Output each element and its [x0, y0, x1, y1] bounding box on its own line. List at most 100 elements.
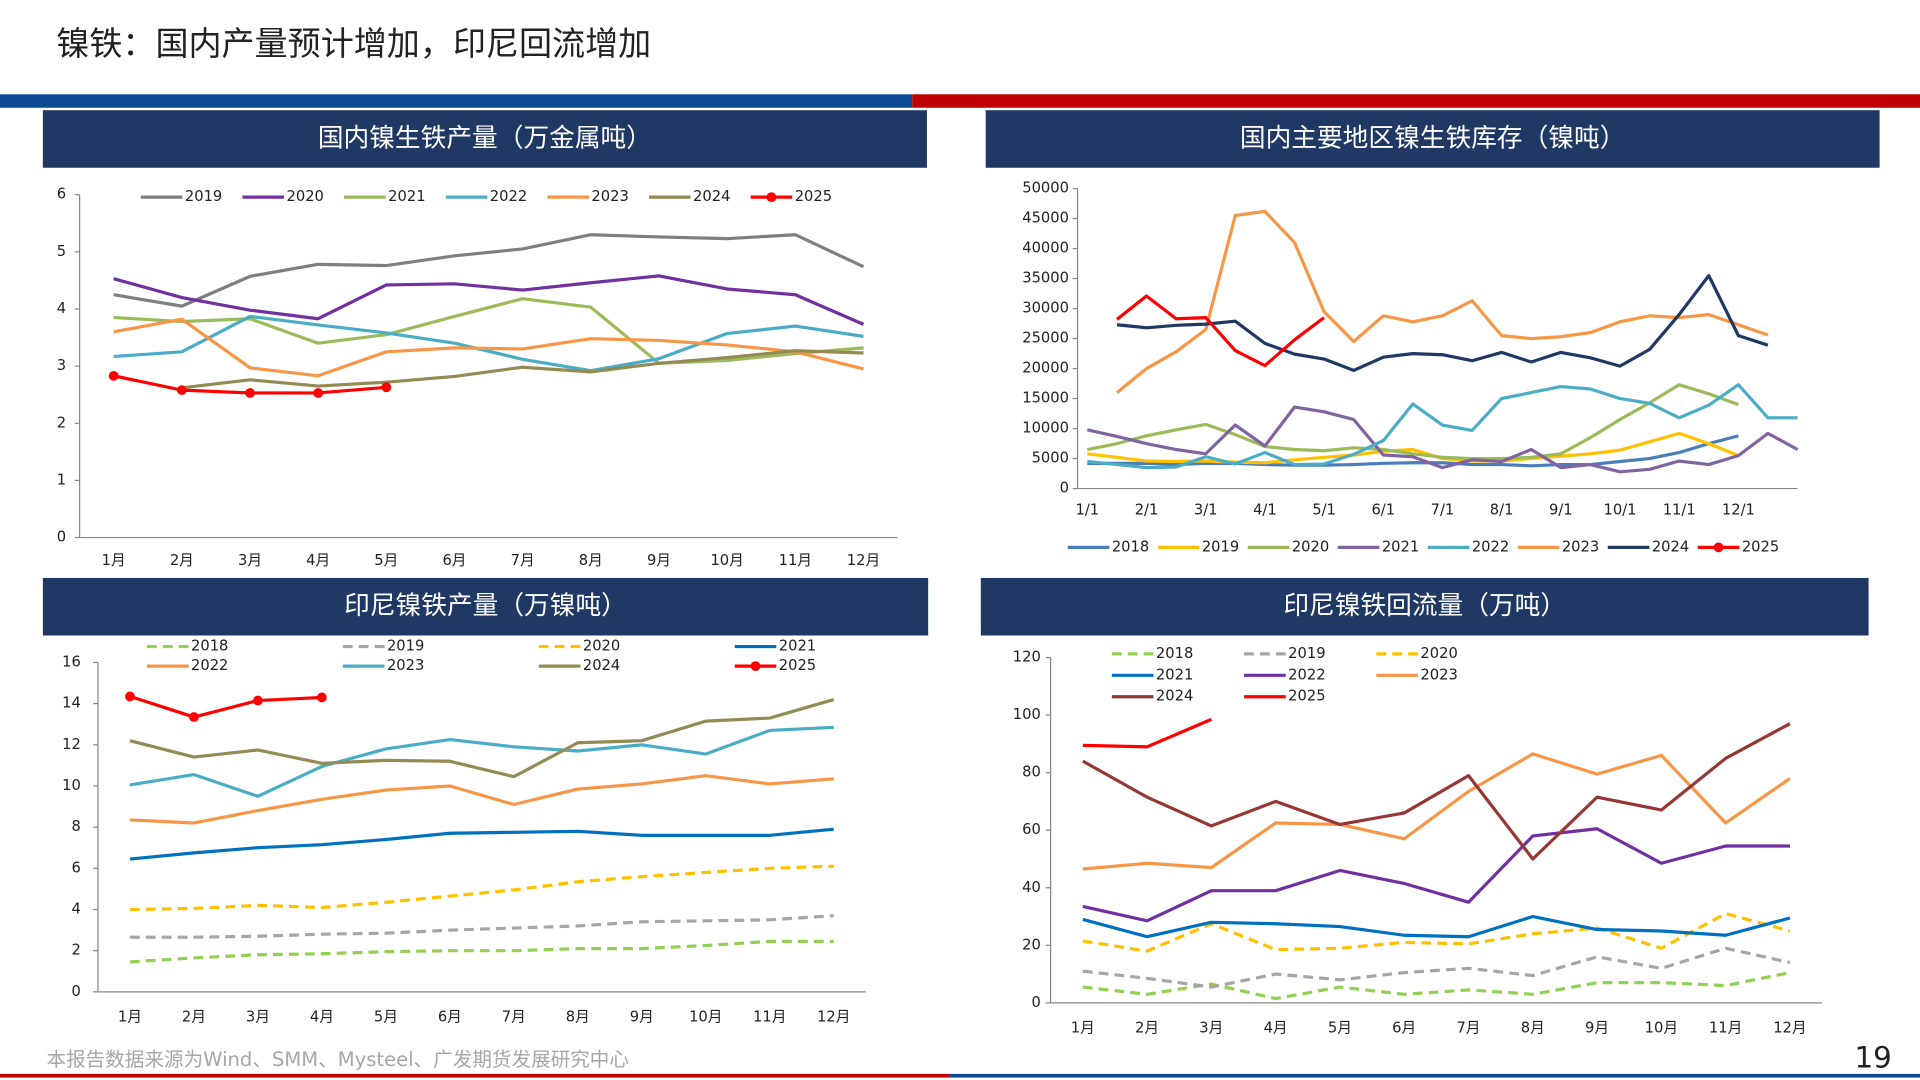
legend-label: 2023	[1420, 666, 1457, 683]
y-tick-label: 20000	[1022, 360, 1069, 377]
point	[381, 382, 392, 393]
series-line	[129, 827, 834, 861]
y-tick-label: 45000	[1022, 210, 1069, 227]
x-tick-label: 3月	[1199, 1020, 1223, 1037]
x-tick-label: 1月	[118, 1009, 142, 1026]
page-title: 镍铁：国内产量预计增加，印尼回流增加	[56, 24, 651, 63]
point	[125, 691, 135, 702]
x-tick-label: 4月	[310, 1009, 334, 1026]
chart-title: 印尼镍铁产量（万镍吨）	[344, 591, 627, 621]
legend-label: 2020	[1420, 645, 1457, 662]
legend-label: 2023	[591, 188, 628, 205]
y-tick-label: 30000	[1022, 300, 1069, 317]
series-line	[113, 317, 864, 378]
legend-label: 2019	[387, 638, 424, 655]
y-tick-label: 4	[57, 300, 66, 317]
x-tick-label: 11/1	[1663, 502, 1696, 519]
chart-header	[42, 110, 927, 168]
series-line	[1082, 827, 1790, 923]
point	[253, 695, 263, 706]
y-tick-label: 25000	[1022, 330, 1069, 347]
series-line	[129, 698, 835, 779]
x-tick-label: 11月	[779, 552, 812, 569]
x-tick-label: 10月	[710, 552, 743, 569]
legend-label: 2020	[1292, 538, 1329, 555]
top-bar-blue	[0, 94, 913, 108]
y-tick-label: 60	[1022, 821, 1041, 838]
legend-label: 2024	[693, 188, 730, 205]
series-line	[1082, 717, 1213, 749]
y-tick-label: 20	[1022, 936, 1041, 953]
x-tick-label: 11月	[753, 1009, 786, 1026]
top-bar-red	[912, 94, 1920, 108]
y-tick-label: 35000	[1022, 270, 1069, 287]
legend-marker	[766, 192, 777, 203]
x-tick-label: 5月	[374, 1009, 398, 1026]
x-tick-label: 1月	[1071, 1020, 1095, 1037]
x-tick-label: 8月	[1521, 1020, 1545, 1037]
y-tick-label: 10	[62, 777, 81, 794]
x-tick-label: 3/1	[1194, 502, 1218, 519]
x-tick-label: 8月	[566, 1009, 590, 1026]
y-tick-label: 14	[62, 695, 81, 712]
legend-label: 2024	[1652, 538, 1689, 555]
chart-title: 印尼镍铁回流量（万吨）	[1283, 591, 1566, 621]
legend-label: 2025	[795, 188, 832, 205]
x-tick-label: 9/1	[1549, 502, 1573, 519]
x-tick-label: 3月	[246, 1009, 270, 1026]
legend-marker	[750, 661, 761, 672]
x-tick-label: 1月	[102, 552, 126, 569]
point	[245, 388, 255, 398]
series-line	[113, 297, 864, 365]
legend-label: 2019	[185, 188, 222, 205]
chart-header	[42, 577, 929, 636]
legend-label: 2022	[490, 188, 527, 205]
y-tick-label: 4	[71, 900, 80, 917]
legend-label: 2022	[1472, 538, 1509, 555]
series-line	[113, 274, 865, 326]
x-tick-label: 1/1	[1076, 502, 1100, 519]
y-tick-label: 100	[1013, 706, 1041, 723]
point	[316, 692, 327, 703]
legend-label: 2018	[1112, 538, 1149, 555]
x-tick-label: 2/1	[1135, 502, 1159, 519]
legend-label: 2025	[779, 657, 816, 674]
x-tick-label: 12月	[817, 1009, 850, 1026]
series-line	[129, 725, 834, 798]
chart-header	[985, 110, 1880, 168]
y-tick-label: 0	[1031, 994, 1040, 1011]
chart-header	[980, 577, 1869, 636]
point	[108, 370, 119, 381]
chart-title: 国内主要地区镍生铁库存（镍吨）	[1240, 123, 1626, 153]
series-line	[1087, 405, 1799, 474]
series-line	[1082, 912, 1791, 953]
x-tick-label: 6/1	[1371, 502, 1395, 519]
y-tick-label: 10000	[1022, 420, 1069, 437]
legend-label: 2025	[1742, 538, 1779, 555]
legend-label: 2021	[1156, 666, 1193, 683]
x-tick-label: 9月	[630, 1009, 654, 1026]
series-line	[129, 914, 834, 939]
y-tick-label: 40	[1022, 879, 1041, 896]
x-tick-label: 12/1	[1722, 502, 1755, 519]
x-tick-label: 6月	[442, 552, 466, 569]
y-tick-label: 8	[71, 818, 80, 835]
x-tick-label: 4/1	[1253, 502, 1277, 519]
series-line	[1087, 434, 1739, 468]
series-line	[113, 314, 864, 373]
x-tick-label: 8月	[579, 552, 603, 569]
y-tick-label: 16	[62, 653, 81, 670]
chart-title: 国内镍生铁产量（万金属吨）	[318, 123, 652, 153]
point	[176, 385, 187, 396]
series-line	[1082, 914, 1791, 939]
x-tick-label: 7月	[502, 1009, 526, 1026]
legend-label: 2024	[583, 657, 620, 674]
y-tick-label: 2	[71, 942, 80, 959]
y-tick-label: 1	[57, 471, 66, 488]
x-tick-label: 10月	[1645, 1020, 1678, 1037]
series-line	[129, 864, 834, 912]
series-line	[1082, 971, 1791, 1001]
point	[189, 712, 199, 722]
legend-label: 2021	[1382, 538, 1419, 555]
